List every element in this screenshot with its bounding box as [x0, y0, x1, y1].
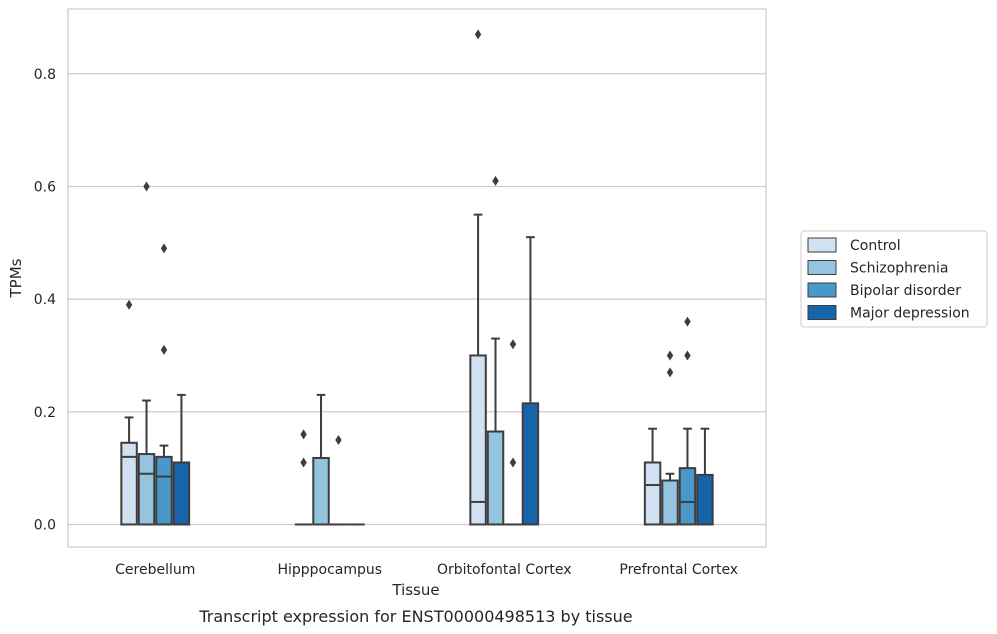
outlier-point — [509, 457, 517, 468]
box-major-depression — [172, 393, 191, 526]
x-tick-label: Prefrontal Cortex — [619, 562, 738, 578]
outlier-point — [335, 434, 342, 445]
box-bipolar-disorder — [678, 316, 697, 526]
x-tick-label: Hipppocampus — [277, 562, 382, 578]
box — [661, 479, 679, 526]
outlier-point — [300, 457, 307, 468]
y-tick-labels: 0.0 0.2 0.4 0.6 0.8 — [34, 67, 56, 534]
x-tick-label: Cerebellum — [115, 562, 195, 578]
legend-label: Major depression — [850, 306, 970, 322]
outlier-point — [300, 429, 307, 440]
y-tick-label: 0.8 — [34, 67, 56, 83]
box — [137, 453, 156, 526]
box — [312, 456, 330, 526]
box — [696, 473, 714, 526]
legend-swatch — [807, 305, 837, 320]
legend-swatch — [807, 282, 837, 298]
x-tick-label: Orbitofontal Cortex — [437, 562, 572, 578]
box-bipolar-disorder — [504, 339, 522, 526]
box-plots — [120, 29, 714, 526]
box-major-depression — [696, 427, 714, 526]
box-major-depression — [521, 236, 540, 526]
box — [469, 354, 487, 526]
box — [172, 461, 191, 526]
box-control — [294, 429, 313, 526]
outlier-point — [684, 350, 691, 361]
outlier-point — [684, 316, 691, 327]
y-axis-label: TPMs — [7, 258, 25, 298]
outlier-point — [509, 339, 517, 350]
chart-caption: Transcript expression for ENST0000049851… — [198, 607, 632, 626]
box-schizophrenia — [486, 175, 505, 526]
x-axis-label: Tissue — [391, 581, 439, 599]
box-schizophrenia — [137, 181, 156, 526]
outlier-point — [666, 367, 674, 378]
outlier-point — [666, 350, 674, 361]
box — [486, 430, 505, 526]
plot-frame — [67, 8, 767, 548]
outlier-point — [143, 181, 150, 192]
y-tick-label: 0.4 — [34, 292, 56, 308]
legend-frame — [800, 230, 988, 328]
y-tick-label: 0.2 — [34, 405, 56, 421]
legend-label: Bipolar disorder — [850, 283, 961, 299]
box — [678, 467, 697, 526]
legend-label: Schizophrenia — [850, 261, 948, 277]
legend-label: Control — [850, 238, 901, 254]
x-tick-labels: Cerebellum Hipppocampus Orbitofontal Corte… — [115, 562, 738, 578]
y-tick-label: 0.0 — [34, 517, 56, 533]
legend-swatch — [807, 260, 837, 275]
box-bipolar-disorder — [155, 243, 173, 526]
box — [120, 441, 138, 526]
outlier-point — [160, 344, 168, 355]
legend-swatch — [807, 237, 837, 253]
box-control — [643, 427, 662, 526]
y-tick-label: 0.6 — [34, 179, 56, 195]
outlier-point — [125, 299, 133, 310]
box-control — [120, 299, 138, 526]
outlier-point — [492, 175, 499, 186]
box — [155, 455, 173, 526]
box-schizophrenia — [312, 393, 330, 526]
box — [643, 461, 662, 526]
box — [521, 402, 540, 526]
box-schizophrenia — [661, 350, 679, 526]
legend: Control Schizophrenia Bipolar disorder Majo… — [800, 230, 988, 328]
box-control — [469, 29, 487, 526]
outlier-point — [160, 243, 168, 254]
outlier-point — [474, 29, 482, 40]
box-bipolar-disorder — [329, 434, 348, 526]
